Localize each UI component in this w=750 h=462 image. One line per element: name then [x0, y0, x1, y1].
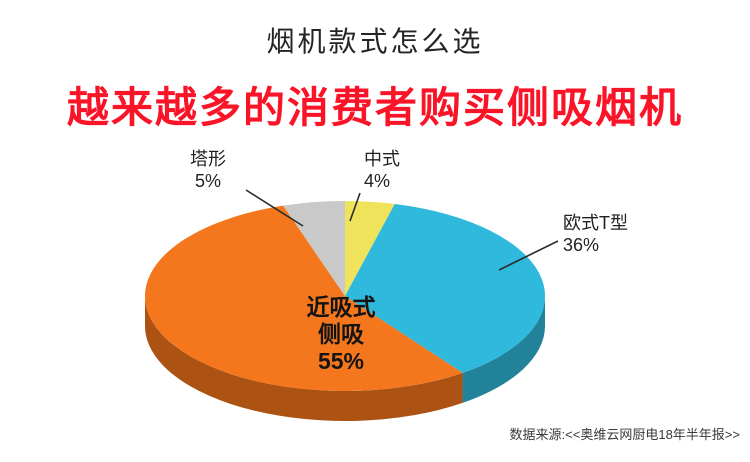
slice-label-side-suction-line2: 侧吸 — [318, 321, 364, 347]
slice-label-zhongshi-name: 中式 — [364, 149, 400, 169]
slice-label-side-suction-line1: 近吸式 — [306, 294, 376, 320]
pie-slice-中式 — [345, 201, 395, 296]
slice-label-side-suction-pct: 55% — [317, 348, 365, 374]
page-title: 烟机款式怎么选 — [266, 26, 484, 57]
leader-lines — [245, 189, 559, 271]
slice-label-tower: 塔形 5% — [168, 148, 248, 192]
pie-slice-side-欧式T型 — [462, 296, 545, 403]
leader-line-tower — [245, 189, 304, 227]
slice-label-oushi-pct: 36% — [563, 235, 600, 255]
slice-label-side-suction: 近吸式 侧吸 55% — [266, 294, 416, 375]
source-note: 数据来源:<<奥维云网厨电18年半年报>> — [509, 427, 740, 442]
leader-line-oushi — [498, 240, 559, 271]
pie-slice-近吸式侧吸 — [145, 205, 463, 391]
leader-line-zhongshi — [349, 192, 361, 222]
pie-svg — [145, 189, 559, 421]
slice-label-tower-pct: 5% — [194, 171, 221, 191]
pie-slices — [145, 201, 545, 421]
pie-chart: 塔形 5% 中式 4% 欧式T型 36% 近吸式 侧吸 55% — [0, 148, 750, 448]
slice-label-zhongshi: 中式 4% — [364, 148, 444, 192]
slice-label-oushi-name: 欧式T型 — [563, 213, 628, 233]
slice-label-tower-name: 塔形 — [190, 149, 226, 169]
slice-label-oushi: 欧式T型 36% — [563, 212, 673, 256]
headline: 越来越多的消费者购买侧吸烟机 — [66, 84, 683, 131]
pie-slice-side-近吸式侧吸 — [145, 296, 463, 421]
pie-slice-欧式T型 — [345, 203, 545, 373]
slice-label-zhongshi-pct: 4% — [364, 171, 391, 191]
pie-slice-塔形 — [283, 201, 345, 296]
